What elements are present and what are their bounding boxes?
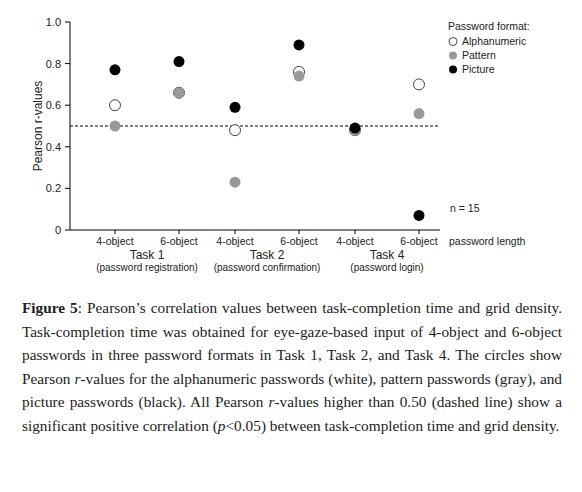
x-tick [355, 230, 356, 234]
y-tick [65, 188, 70, 189]
caption-text: Figure 5 [22, 299, 78, 316]
point [294, 71, 305, 82]
x-tick [299, 230, 300, 234]
category-label: 6-object [280, 235, 317, 247]
point [230, 102, 241, 113]
group-description: (password login) [350, 262, 423, 273]
legend-marker [449, 38, 457, 46]
x-tick [235, 230, 236, 234]
point [414, 210, 425, 221]
y-tick [65, 230, 70, 231]
point [414, 108, 425, 119]
y-axis-label: Pearson r-values [31, 81, 45, 172]
category-label: 6-object [400, 235, 437, 247]
point [110, 121, 121, 132]
y-tick-label: 0.4 [46, 141, 61, 153]
point [230, 177, 241, 188]
reference-line [70, 126, 440, 127]
caption-text: r [269, 393, 275, 410]
category-label: 4-object [336, 235, 373, 247]
x-tick [419, 230, 420, 234]
legend-title: Password format: [448, 20, 530, 32]
y-tick-label: 0 [55, 224, 61, 236]
group-label: Task 2 [250, 248, 285, 262]
point [174, 87, 185, 98]
point [174, 87, 185, 98]
y-tick-label: 0.6 [46, 99, 61, 111]
group-description: (password registration) [96, 262, 198, 273]
group-description: (password confirmation) [214, 262, 321, 273]
point [110, 100, 121, 111]
point [414, 79, 425, 90]
category-label: 4-object [216, 235, 253, 247]
point [110, 64, 121, 75]
y-tick-label: 1.0 [46, 16, 61, 28]
legend-label: Alphanumeric [462, 35, 526, 47]
y-tick [65, 63, 70, 64]
y-tick-label: 0.8 [46, 58, 61, 70]
category-label: 4-object [96, 235, 133, 247]
caption-text: r [74, 370, 80, 387]
group-label: Task 1 [130, 248, 165, 262]
category-label: 6-object [160, 235, 197, 247]
caption-text: <0.05) between task-completion time and … [225, 417, 559, 434]
legend-marker [449, 52, 457, 60]
annotation: n = 15 [450, 202, 480, 214]
point [350, 123, 361, 134]
x-axis-label: password length [449, 235, 526, 247]
caption-text: p [218, 417, 226, 434]
chart: 0 0.2 0.4 0.6 0.8 1.0 Pearson r-values 4-object… [0, 0, 582, 296]
plot-area [70, 39, 440, 221]
point [294, 39, 305, 50]
group-label: Task 4 [370, 248, 405, 262]
caption: Figure 5: Pearson’s correlation values b… [22, 296, 562, 437]
legend-label: Picture [462, 63, 495, 75]
point [230, 125, 241, 136]
x-tick [115, 230, 116, 234]
legend-label: Pattern [462, 49, 496, 61]
y-tick [65, 105, 70, 106]
y-tick-label: 0.2 [46, 182, 61, 194]
y-tick [65, 146, 70, 147]
x-tick [179, 230, 180, 234]
point [174, 56, 185, 67]
legend-marker [449, 66, 457, 74]
x-axis [70, 230, 440, 231]
y-tick [65, 22, 70, 23]
